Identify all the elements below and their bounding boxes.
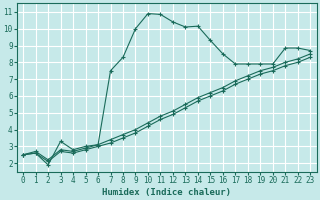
X-axis label: Humidex (Indice chaleur): Humidex (Indice chaleur) (102, 188, 231, 197)
